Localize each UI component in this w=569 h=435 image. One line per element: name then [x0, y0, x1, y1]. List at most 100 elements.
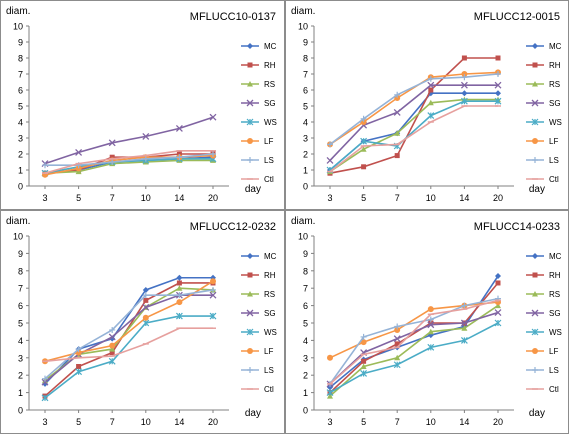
x-tick-label: 20	[208, 193, 218, 203]
x-tick-label: 14	[459, 417, 469, 427]
y-tick-label: 6	[18, 86, 23, 96]
legend-label: LS	[264, 156, 274, 165]
data-point	[428, 87, 434, 93]
y-tick-label: 7	[18, 70, 23, 80]
series-rh	[42, 280, 216, 399]
data-point	[42, 375, 48, 382]
data-point	[41, 394, 49, 402]
legend-marker	[247, 138, 253, 144]
x-tick-label: 7	[395, 417, 400, 427]
data-point	[460, 81, 468, 89]
legend-label: RH	[264, 271, 276, 280]
data-point	[176, 280, 182, 286]
series-line	[329, 84, 498, 161]
x-tick-label: 7	[395, 193, 400, 203]
series-line	[329, 299, 499, 385]
y-tick-label: 1	[18, 166, 23, 176]
data-point	[427, 99, 434, 106]
chart-title: MFLUCC14-0233	[474, 221, 560, 233]
data-point	[393, 108, 401, 116]
series-line	[44, 159, 213, 174]
legend-marker	[246, 118, 254, 126]
legend-label: RS	[264, 290, 275, 299]
data-point	[327, 354, 333, 361]
y-tick-label: 5	[303, 102, 308, 112]
series-sg	[326, 81, 502, 164]
data-point	[142, 132, 150, 140]
data-point	[142, 319, 150, 327]
x-tick-label: 3	[42, 417, 47, 427]
y-tick-label: 3	[303, 353, 308, 363]
data-point	[427, 328, 434, 335]
data-point	[142, 292, 149, 299]
y-tick-label: 0	[303, 182, 308, 192]
x-tick-label: 14	[174, 417, 184, 427]
legend-marker	[247, 43, 253, 49]
data-point	[209, 113, 217, 121]
series-rs	[327, 302, 501, 399]
data-point	[142, 155, 149, 162]
data-point	[176, 274, 183, 281]
legend-marker	[246, 99, 254, 107]
data-point	[494, 319, 502, 327]
data-point	[427, 75, 434, 82]
chart-panel-3: MFLUCC12-0232 diam. 0 1 2 3 4 5 6 7 8 9 10 3 5 7 10 14 20 d…	[0, 210, 285, 434]
data-point	[108, 357, 116, 365]
x-tick-label: 20	[493, 193, 503, 203]
data-point	[176, 154, 183, 161]
legend-label: SG	[549, 99, 561, 108]
data-point	[326, 389, 334, 397]
data-point	[495, 302, 501, 309]
series-line	[329, 57, 498, 174]
legend-label: RH	[549, 271, 561, 280]
data-point	[427, 321, 435, 329]
legend-marker	[247, 62, 253, 68]
data-point	[495, 280, 501, 286]
data-point	[461, 74, 468, 81]
y-tick-label: 0	[18, 406, 23, 416]
legend-label: LF	[549, 137, 558, 146]
y-tick-label: 5	[303, 319, 308, 329]
series-line	[329, 98, 498, 173]
y-tick-label: 1	[303, 388, 308, 398]
data-point	[209, 312, 217, 320]
chart-svg: MFLUCC10-0137 diam. 0 1 2 3 4 5 6 7 8 9 10 3 5 7 10 14 20 d…	[6, 6, 277, 203]
data-point	[75, 165, 82, 172]
data-point	[394, 323, 401, 330]
legend-label: RS	[549, 290, 560, 299]
chart-title: MFLUCC12-0232	[190, 221, 276, 233]
y-tick-label: 2	[303, 150, 308, 160]
legend-marker	[531, 309, 539, 317]
series-line	[44, 116, 214, 165]
chart-panel-4: MFLUCC14-0233 diam. 0 1 2 3 4 5 6 7 8 9 10 3 5 7 10 14 20 d…	[285, 210, 569, 434]
series-rs	[327, 96, 501, 175]
data-point	[76, 364, 82, 369]
y-tick-label: 7	[303, 70, 308, 80]
data-point	[75, 148, 83, 156]
data-point	[360, 370, 368, 377]
series-rh	[327, 280, 501, 396]
y-tick-label: 4	[18, 336, 23, 346]
series-ls	[42, 286, 216, 382]
y-tick-label: 2	[18, 150, 23, 160]
data-point	[142, 314, 149, 321]
legend-marker	[246, 328, 254, 336]
legend-marker	[247, 367, 253, 373]
y-tick-label: 8	[18, 266, 23, 276]
x-tick-label: 10	[141, 193, 151, 203]
x-tick-label: 5	[361, 193, 366, 203]
x-tick-label: 5	[76, 193, 81, 203]
y-tick-label: 10	[298, 232, 308, 242]
data-point	[108, 333, 116, 341]
y-tick-label: 1	[303, 166, 308, 176]
legend-marker	[532, 62, 538, 68]
data-point	[495, 71, 501, 77]
x-tick-label: 5	[361, 417, 366, 427]
y-tick-label: 3	[303, 134, 308, 144]
data-point	[494, 309, 502, 317]
series-line	[329, 282, 499, 394]
data-point	[176, 299, 183, 306]
data-point	[393, 361, 401, 369]
legend-label: SG	[264, 309, 276, 318]
legend-label: MC	[264, 252, 277, 261]
